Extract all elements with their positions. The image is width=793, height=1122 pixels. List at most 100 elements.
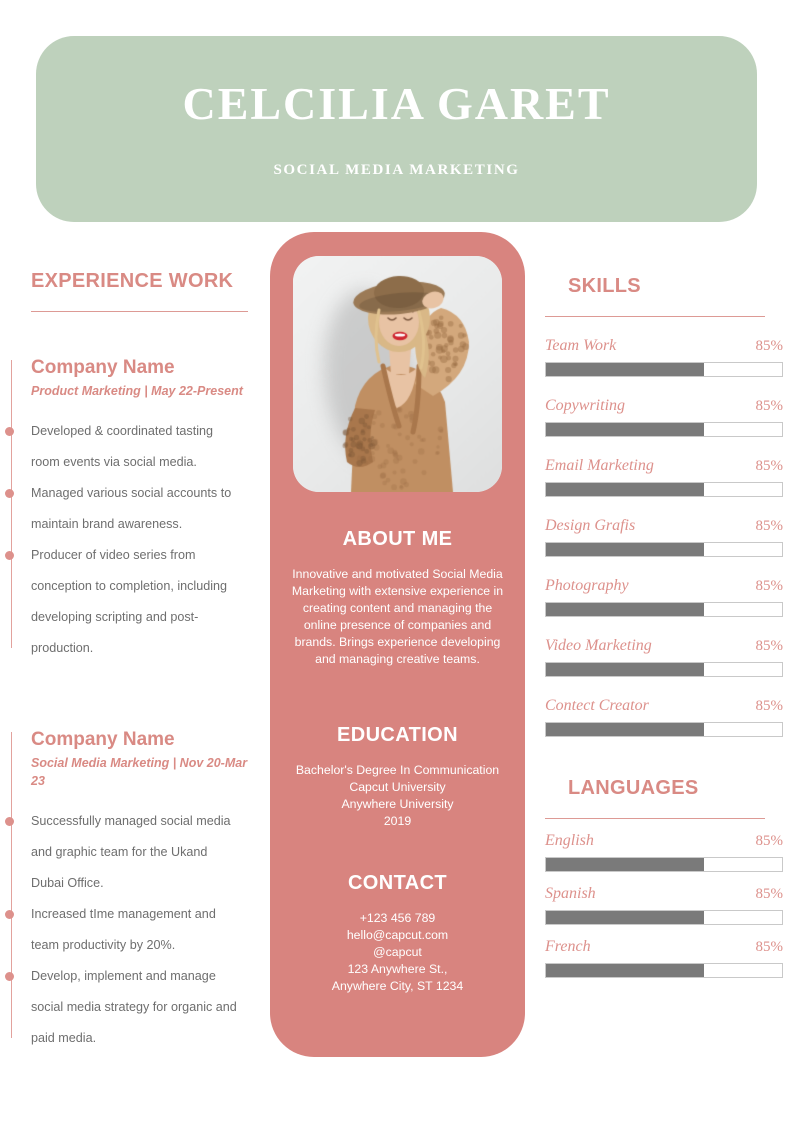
timeline-dot bbox=[5, 427, 14, 436]
education-section: EDUCATION Bachelor's Degree In Communica… bbox=[270, 724, 525, 830]
skill-label: Photography bbox=[545, 577, 629, 595]
profile-photo bbox=[293, 256, 502, 492]
bullet-item: Successfully managed social media bbox=[31, 806, 262, 837]
skill-percent: 85% bbox=[756, 886, 784, 903]
spacer bbox=[0, 664, 262, 728]
bullet-item: Managed various social accounts to bbox=[31, 478, 262, 509]
languages-divider bbox=[545, 818, 765, 819]
skill-bar-track bbox=[545, 602, 783, 617]
skill-bar-fill bbox=[546, 858, 704, 871]
job-meta: Social Media Marketing | Nov 20-Mar 23 bbox=[31, 754, 262, 790]
skill-label: Spanish bbox=[545, 885, 596, 903]
bullet-continuation: paid media. bbox=[31, 1023, 262, 1054]
skill-bar-track bbox=[545, 362, 783, 377]
skill-bar-track bbox=[545, 963, 783, 978]
skill-bar-fill bbox=[546, 911, 704, 924]
text-line: hello@capcut.com bbox=[286, 927, 509, 944]
bullet-continuation: Dubai Office. bbox=[31, 868, 262, 899]
bullet-continuation: conception to completion, including bbox=[31, 571, 262, 602]
timeline-dot bbox=[5, 910, 14, 919]
timeline-dot bbox=[5, 489, 14, 498]
job-meta: Product Marketing | May 22-Present bbox=[31, 382, 262, 400]
skill-label: Copywriting bbox=[545, 397, 625, 415]
bullet-continuation: maintain brand awareness. bbox=[31, 509, 262, 540]
skill-bar-track bbox=[545, 857, 783, 872]
skill-percent: 85% bbox=[756, 578, 784, 595]
skills-column: SKILLS Team Work 85% Copywriting 85% Email M… bbox=[545, 275, 783, 978]
skill-row: Team Work 85% bbox=[545, 337, 783, 377]
skills-heading: SKILLS bbox=[545, 275, 783, 298]
company-name: Company Name bbox=[31, 356, 262, 380]
skill-percent: 85% bbox=[756, 338, 784, 355]
languages-heading: LANGUAGES bbox=[545, 777, 783, 800]
bullet-continuation: and graphic team for the Ukand bbox=[31, 837, 262, 868]
language-row: Spanish 85% bbox=[545, 885, 783, 925]
skill-row: Copywriting 85% bbox=[545, 397, 783, 437]
skill-percent: 85% bbox=[756, 638, 784, 655]
skill-bar-fill bbox=[546, 543, 704, 556]
timeline-dot bbox=[5, 972, 14, 981]
timeline-dot bbox=[5, 817, 14, 826]
skill-bar-track bbox=[545, 482, 783, 497]
experience-heading: EXPERIENCE WORK bbox=[0, 270, 262, 293]
skill-bar-track bbox=[545, 662, 783, 677]
timeline-dot bbox=[5, 551, 14, 560]
text-line: Anywhere University bbox=[286, 796, 509, 813]
skill-row: Email Marketing 85% bbox=[545, 457, 783, 497]
bullet-item: Developed & coordinated tasting bbox=[31, 416, 262, 447]
skill-bar-fill bbox=[546, 603, 704, 616]
about-section: ABOUT ME Innovative and motivated Social… bbox=[270, 528, 525, 668]
text-line: @capcut bbox=[286, 944, 509, 961]
about-heading: ABOUT ME bbox=[270, 528, 525, 551]
contact-text: +123 456 789 hello@capcut.com @capcut 123 A… bbox=[270, 910, 525, 995]
skill-bar-track bbox=[545, 542, 783, 557]
skill-bar-fill bbox=[546, 723, 704, 736]
profile-panel: ABOUT ME Innovative and motivated Social… bbox=[270, 232, 525, 1057]
skill-label: Team Work bbox=[545, 337, 616, 355]
timeline-track bbox=[11, 360, 12, 648]
skill-bar-track bbox=[545, 722, 783, 737]
skill-row: Design Grafis 85% bbox=[545, 517, 783, 557]
skill-bar-fill bbox=[546, 363, 704, 376]
experience-item: Company Name Product Marketing | May 22-P… bbox=[0, 356, 262, 664]
skill-percent: 85% bbox=[756, 398, 784, 415]
bullet-continuation: room events via social media. bbox=[31, 447, 262, 478]
skill-bar-track bbox=[545, 910, 783, 925]
skill-percent: 85% bbox=[756, 458, 784, 475]
skill-label: Video Marketing bbox=[545, 637, 652, 655]
skill-label: French bbox=[545, 938, 591, 956]
company-name: Company Name bbox=[31, 728, 262, 752]
contact-heading: CONTACT bbox=[270, 872, 525, 895]
skill-label: Email Marketing bbox=[545, 457, 654, 475]
experience-item: Company Name Social Media Marketing | Nov… bbox=[0, 728, 262, 1054]
education-heading: EDUCATION bbox=[270, 724, 525, 747]
skill-label: Contect Creator bbox=[545, 697, 649, 715]
skill-row: Photography 85% bbox=[545, 577, 783, 617]
bullet-continuation: production. bbox=[31, 633, 262, 664]
skill-row: Contect Creator 85% bbox=[545, 697, 783, 737]
skill-percent: 85% bbox=[756, 698, 784, 715]
bullet-list: Successfully managed social media and gra… bbox=[31, 806, 262, 1054]
language-row: French 85% bbox=[545, 938, 783, 978]
text-line: Capcut University bbox=[286, 779, 509, 796]
bullet-list: Developed & coordinated tasting room even… bbox=[31, 416, 262, 664]
text-line: 2019 bbox=[286, 813, 509, 830]
header-subtitle: SOCIAL MEDIA MARKETING bbox=[273, 162, 519, 179]
skill-label: Design Grafis bbox=[545, 517, 635, 535]
language-row: English 85% bbox=[545, 832, 783, 872]
contact-section: CONTACT +123 456 789 hello@capcut.com @cap… bbox=[270, 872, 525, 995]
text-line: +123 456 789 bbox=[286, 910, 509, 927]
experience-column: EXPERIENCE WORK Company Name Product Mark… bbox=[0, 270, 262, 1054]
skill-bar-track bbox=[545, 422, 783, 437]
skill-bar-fill bbox=[546, 423, 704, 436]
spacer bbox=[545, 737, 783, 777]
header-band: CELCILIA GARET SOCIAL MEDIA MARKETING bbox=[36, 36, 757, 222]
bullet-continuation: team productivity by 20%. bbox=[31, 930, 262, 961]
skill-label: English bbox=[545, 832, 594, 850]
text-line: 123 Anywhere St., bbox=[286, 961, 509, 978]
timeline-track bbox=[11, 732, 12, 1039]
bullet-item: Develop, implement and manage bbox=[31, 961, 262, 992]
skill-bar-fill bbox=[546, 483, 704, 496]
about-text: Innovative and motivated Social Media Ma… bbox=[270, 566, 525, 668]
bullet-continuation: developing scripting and post- bbox=[31, 602, 262, 633]
